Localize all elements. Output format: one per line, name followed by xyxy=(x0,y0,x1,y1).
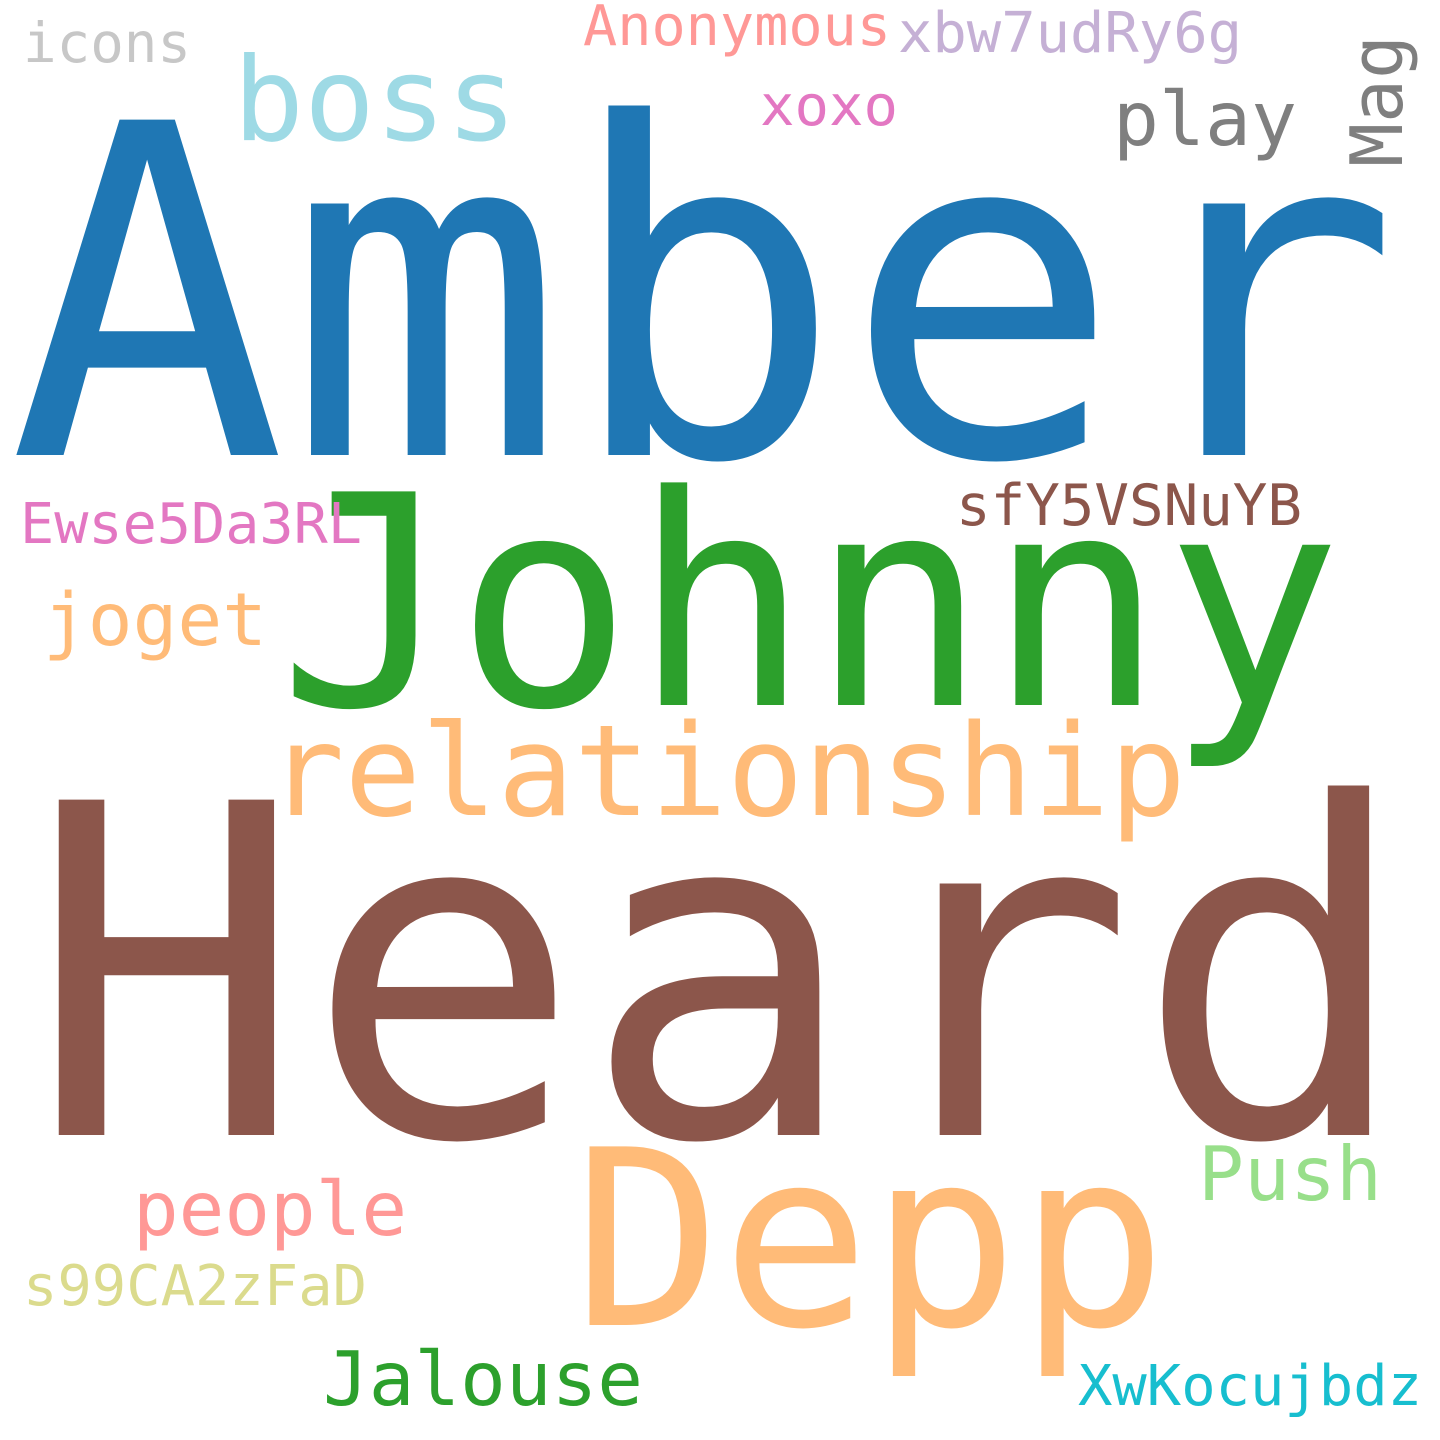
word: Anonymous xyxy=(583,0,891,59)
word: Jalouse xyxy=(323,1335,643,1423)
word: icons xyxy=(23,11,191,75)
word: people xyxy=(133,1165,407,1253)
word: play xyxy=(1113,75,1297,163)
word: Johnny xyxy=(278,434,1342,775)
word: xoxo xyxy=(760,74,898,139)
word: Heard xyxy=(28,709,1412,1244)
word: Ewse5Da3RL xyxy=(20,492,362,557)
word: joget xyxy=(43,578,267,663)
word: s99CA2zFaD xyxy=(23,1254,367,1319)
word: Push xyxy=(1198,1130,1382,1218)
word: relationship xyxy=(268,697,1186,845)
word: Depp xyxy=(573,1098,1167,1383)
word: Mag xyxy=(1335,35,1419,167)
word: sfY5VSNuYB xyxy=(956,473,1302,539)
word: xbw7udRy6g xyxy=(898,1,1242,66)
word: boss xyxy=(233,33,517,168)
word: Amber xyxy=(8,29,1400,564)
word: XwKocujbdz xyxy=(1078,1354,1422,1419)
